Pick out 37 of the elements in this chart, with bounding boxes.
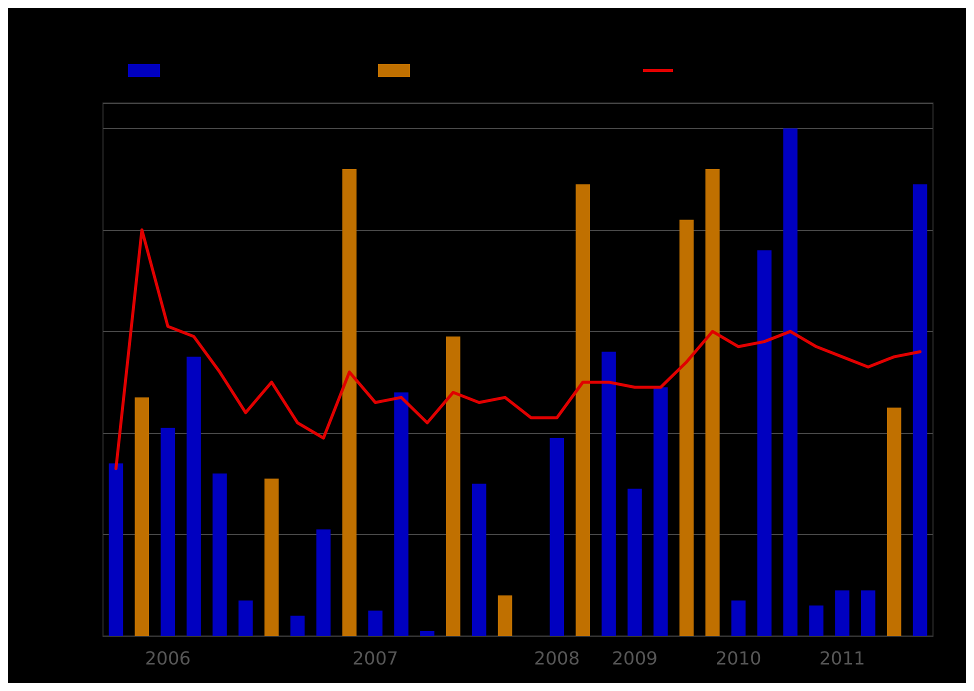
bar: [783, 128, 798, 636]
bar: [602, 352, 616, 636]
bar: [238, 600, 253, 636]
bar: [446, 336, 460, 636]
bar: [498, 595, 512, 636]
x-tick-label: 2011: [819, 648, 866, 670]
x-tick-label: 2008: [534, 648, 580, 670]
bar: [264, 478, 279, 636]
bar: [186, 356, 201, 636]
x-tick-label: 2006: [144, 648, 191, 670]
bar: [160, 428, 175, 636]
bar: [394, 392, 408, 636]
bar: [679, 220, 694, 636]
bar: [212, 474, 227, 636]
x-tick-label: 2007: [352, 648, 398, 670]
bar: [835, 590, 850, 636]
bar: [654, 387, 668, 636]
bar: [316, 529, 331, 636]
bar: [342, 168, 357, 636]
bar: [731, 600, 746, 636]
bar: [368, 610, 382, 636]
bar: [108, 463, 124, 636]
bar: [420, 630, 434, 636]
x-tick-label: 2009: [612, 648, 658, 670]
bar: [809, 606, 824, 636]
bar: [705, 168, 720, 636]
bar: [290, 616, 305, 636]
bar: [912, 184, 928, 636]
bar: [628, 488, 642, 636]
bar: [472, 484, 486, 636]
bar: [886, 408, 902, 636]
x-tick-label: 2010: [716, 648, 762, 670]
bar: [576, 184, 590, 636]
bar: [757, 250, 772, 636]
bar: [550, 438, 564, 636]
bar: [134, 397, 150, 636]
bar: [861, 590, 876, 636]
